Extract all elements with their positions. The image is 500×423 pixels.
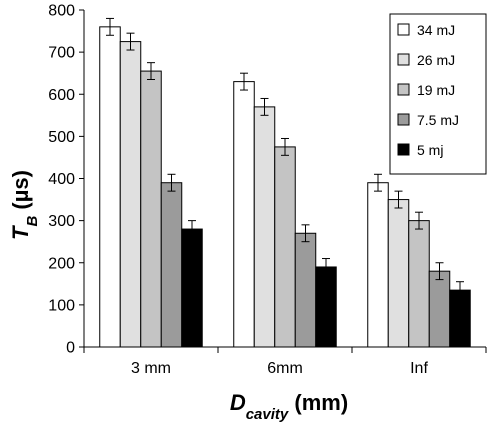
x-axis-title: Dcavity (mm)	[230, 390, 348, 423]
x-axis-title-base: D	[230, 390, 246, 415]
bar	[315, 266, 337, 348]
y-axis-title-sub: B	[24, 216, 41, 227]
legend-swatch	[397, 113, 410, 126]
bar	[253, 106, 276, 348]
bar	[119, 41, 142, 348]
bar	[274, 146, 296, 348]
bar	[408, 220, 430, 348]
bar	[140, 70, 162, 348]
y-tick-label: 800	[48, 3, 75, 20]
y-tick-label: 300	[48, 213, 75, 230]
legend-label: 5 mj	[417, 142, 443, 158]
legend-label: 7.5 mJ	[417, 112, 459, 128]
legend: 34 mJ 26 mJ 19 mJ 7.5 mJ 5 mj	[389, 13, 487, 175]
y-tick-label: 200	[48, 255, 75, 272]
y-tick-label: 500	[48, 129, 75, 146]
bar	[181, 228, 203, 348]
y-tick-label: 600	[48, 87, 75, 104]
x-tick-label: 6mm	[267, 360, 303, 377]
bar	[367, 182, 389, 348]
ticks-layer: 0 100 200 300 400 500 600 700 800 3 mm 6mm Inf	[48, 3, 487, 377]
bar	[428, 270, 451, 348]
x-axis-title-unit: (mm)	[288, 390, 348, 415]
legend-label: 26 mJ	[417, 52, 455, 68]
y-axis-title-base: T	[8, 225, 33, 240]
legend-swatch	[397, 23, 410, 36]
y-axis-title: TB (µs)	[8, 170, 41, 240]
y-tick-label: 0	[66, 340, 75, 357]
x-tick-label: 3 mm	[131, 360, 171, 377]
legend-label: 34 mJ	[417, 22, 455, 38]
legend-swatch	[397, 143, 410, 156]
bar	[160, 182, 183, 348]
bar	[387, 199, 410, 348]
y-tick-label: 100	[48, 297, 75, 314]
legend-swatch	[397, 53, 410, 66]
x-axis-title-sub: cavity	[246, 406, 289, 423]
y-tick-label: 700	[48, 45, 75, 62]
x-tick-label: Inf	[410, 360, 428, 377]
y-axis-title-unit: (µs)	[8, 170, 33, 216]
legend-label: 19 mJ	[417, 82, 455, 98]
y-tick-label: 400	[48, 171, 75, 188]
bars-layer	[99, 17, 471, 348]
legend-swatch	[397, 83, 410, 96]
bar	[233, 81, 255, 348]
bar	[294, 232, 317, 348]
bar	[99, 26, 121, 348]
